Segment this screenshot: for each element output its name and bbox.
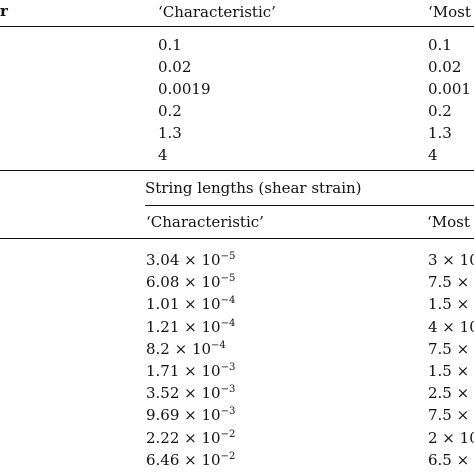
- mantissa: 7.5 × 10: [428, 273, 474, 292]
- bottom-row-most: 4 × 101: [428, 317, 474, 338]
- subheader-rule: [0, 238, 474, 239]
- bottom-row-characteristic: 3.04 × 10−5: [146, 251, 236, 271]
- top-row-characteristic: 0.1: [158, 36, 182, 54]
- mantissa: 3.04 × 10: [146, 251, 221, 269]
- bottom-row-most: 1.5 × 10: [428, 363, 474, 380]
- exponent: −4: [220, 317, 236, 329]
- header-most: ‘Most: [428, 3, 471, 21]
- section-divider: [0, 170, 474, 171]
- mantissa: 2.22 × 10: [146, 428, 221, 447]
- mantissa: 7.5 × 10: [428, 339, 474, 358]
- exponent: −4: [220, 295, 236, 307]
- exponent: −4: [211, 339, 226, 351]
- subheader-characteristic: ‘Characteristic’: [146, 213, 264, 231]
- string-section-rule: [145, 205, 474, 206]
- exponent: −5: [220, 251, 236, 262]
- top-row-characteristic: 0.0019: [158, 80, 211, 98]
- mantissa: 1.5 × 10: [428, 362, 474, 380]
- top-row-most: 0.1: [428, 36, 452, 54]
- mantissa: 1.71 × 10: [146, 362, 221, 380]
- bottom-row-characteristic: 3.52 × 10−3: [146, 384, 236, 404]
- top-row-characteristic: 1.3: [158, 124, 182, 142]
- exponent: −5: [220, 273, 236, 285]
- bottom-row-most: 3 × 101: [428, 252, 474, 271]
- exponent: −2: [220, 428, 236, 440]
- mantissa: 6.5 × 10: [428, 450, 474, 469]
- bottom-row-most: 2.5 × 10: [428, 385, 474, 402]
- top-row-most: 0.2: [428, 102, 452, 120]
- bottom-row-characteristic: 2.22 × 10−2: [146, 428, 236, 449]
- exponent: −2: [220, 450, 236, 462]
- subheader-most: ‘Most: [427, 213, 470, 231]
- mantissa: 1.21 × 10: [146, 317, 221, 336]
- mantissa: 2.5 × 10: [428, 384, 474, 403]
- mantissa: 8.2 × 10: [146, 339, 212, 358]
- top-row-most: 4: [428, 146, 438, 164]
- mantissa: 1.5 × 10: [428, 295, 474, 314]
- bottom-row-characteristic: 1.21 × 10−4: [146, 317, 236, 338]
- mantissa: 3.52 × 10: [146, 384, 221, 403]
- mantissa: 6.46 × 10: [146, 450, 221, 469]
- header-rule-top: [0, 26, 474, 27]
- bottom-row-most: 7.5 × 10: [428, 407, 474, 424]
- top-row-characteristic: 0.2: [158, 102, 182, 120]
- mantissa: 2 × 10: [428, 428, 474, 447]
- top-row-most: 0.02: [428, 58, 462, 76]
- top-row-most: 0.001: [428, 80, 471, 98]
- top-row-characteristic: 0.02: [158, 58, 192, 76]
- bottom-row-most: 7.5 × 10: [428, 339, 474, 358]
- mantissa: 1.01 × 10: [146, 295, 221, 314]
- mantissa: 9.69 × 10: [146, 406, 221, 425]
- mantissa: 3 × 10: [428, 251, 474, 269]
- bottom-row-most: 7.5 × 10: [428, 274, 474, 291]
- top-row-most: 1.3: [428, 124, 452, 142]
- mantissa: 6.08 × 10: [146, 273, 221, 292]
- bottom-row-characteristic: 9.69 × 10−3: [146, 406, 236, 426]
- bottom-row-characteristic: 6.08 × 10−5: [146, 273, 236, 293]
- top-row-characteristic: 4: [158, 146, 168, 164]
- string-section-title: String lengths (shear strain): [145, 179, 362, 197]
- header-left-fragment: r: [0, 2, 8, 20]
- bottom-row-characteristic: 8.2 × 10−4: [146, 339, 226, 360]
- bottom-row-characteristic: 6.46 × 10−2: [146, 450, 236, 471]
- mantissa: 7.5 × 10: [428, 406, 474, 425]
- bottom-row-most: 1.5 × 10: [428, 296, 474, 313]
- bottom-row-most: 6.5 × 10: [428, 450, 474, 469]
- exponent: −3: [220, 362, 236, 373]
- bottom-row-characteristic: 1.71 × 10−3: [146, 362, 236, 382]
- header-characteristic: ‘Characteristic’: [158, 3, 276, 21]
- bottom-row-characteristic: 1.01 × 10−4: [146, 295, 236, 315]
- bottom-row-most: 2 × 101: [428, 428, 474, 449]
- mantissa: 4 × 10: [428, 317, 474, 336]
- exponent: −3: [220, 384, 236, 396]
- exponent: −3: [220, 406, 236, 418]
